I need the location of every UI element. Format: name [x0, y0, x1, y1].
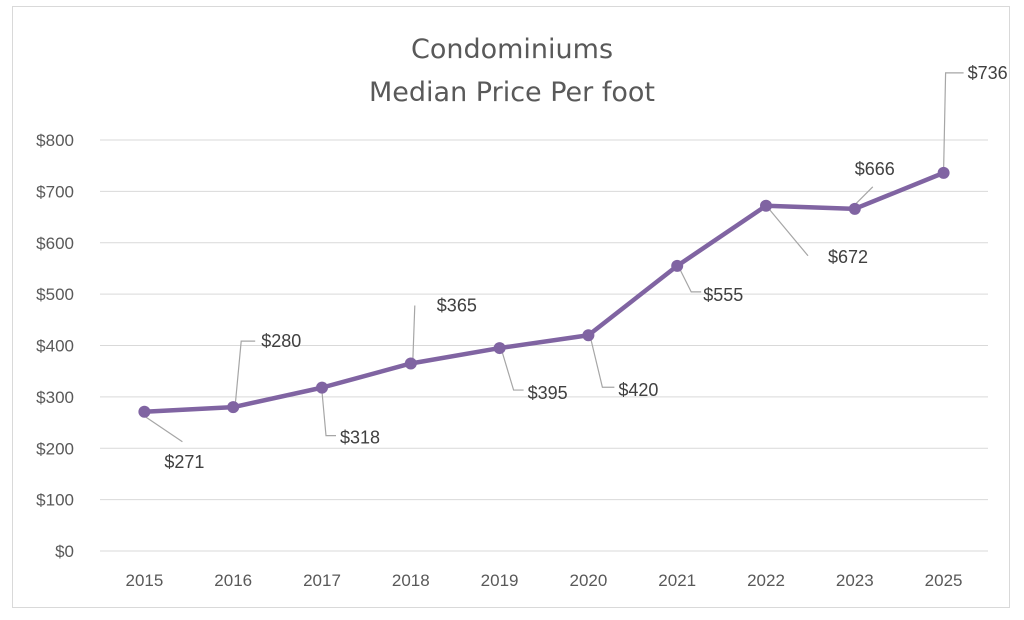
chart-frame [12, 6, 1010, 608]
y-tick-label: $400 [36, 337, 74, 356]
x-tick-label: 2019 [481, 571, 519, 590]
x-tick-label: 2021 [658, 571, 696, 590]
leader-line [412, 305, 416, 362]
x-tick-label: 2020 [569, 571, 607, 590]
gridlines [100, 139, 988, 552]
y-tick-label: $600 [36, 234, 74, 253]
data-label: $318 [340, 428, 380, 448]
leader-line [234, 340, 256, 406]
chart-title-line-2: Median Price Per foot [369, 77, 655, 108]
data-point [316, 381, 328, 394]
data-label: $395 [528, 383, 568, 403]
chart-title-line-1: Condominiums [411, 34, 613, 65]
data-label: $672 [828, 247, 868, 267]
x-tick-label: 2016 [214, 571, 252, 590]
data-label: $365 [437, 295, 477, 315]
data-label: $555 [703, 285, 743, 305]
leader-line [767, 207, 809, 257]
data-labels: $271 $280 $318 $365 $395 $420 $555 $672 $666 $736 [164, 63, 1007, 472]
x-tick-label: 2015 [125, 571, 163, 590]
data-label: $666 [855, 159, 895, 179]
y-tick-label: $700 [36, 182, 74, 201]
data-label: $271 [164, 452, 204, 472]
y-tick-label: $0 [55, 542, 74, 561]
leader-line [943, 72, 964, 171]
data-points [138, 166, 950, 418]
series-polyline [142, 170, 946, 415]
data-label: $420 [618, 380, 658, 400]
y-tick-label: $300 [36, 388, 74, 407]
y-tick-label: $200 [36, 439, 74, 458]
y-tick-label: $500 [36, 285, 74, 304]
data-point [937, 166, 950, 179]
data-label-leader-lines [142, 72, 964, 443]
x-tick-label: 2022 [747, 571, 785, 590]
x-tick-label: 2018 [392, 571, 430, 590]
x-tick-label: 2025 [925, 571, 963, 590]
data-label: $280 [261, 331, 301, 351]
leader-line [589, 337, 615, 388]
data-point [582, 329, 595, 342]
data-point [227, 401, 240, 414]
y-tick-label: $100 [36, 491, 74, 510]
series-line [142, 170, 946, 415]
y-axis-tick-labels: $0 $100 $200 $300 $400 $500 $600 $700 $800 [36, 131, 74, 561]
data-point [760, 199, 772, 212]
data-point [848, 202, 861, 215]
x-tick-label: 2017 [303, 571, 341, 590]
leader-line [678, 267, 702, 293]
data-point [493, 342, 506, 355]
leader-line [321, 391, 336, 437]
data-point [404, 357, 417, 370]
x-tick-label: 2023 [836, 571, 874, 590]
data-point [671, 259, 684, 272]
x-axis-tick-labels: 2015 2016 2017 2018 2019 2020 2021 2022 2023 2025 [125, 571, 962, 590]
leader-line [142, 414, 183, 443]
y-tick-label: $800 [36, 131, 74, 150]
data-point [138, 405, 151, 418]
leader-line [501, 349, 524, 391]
data-label: $736 [968, 63, 1008, 83]
